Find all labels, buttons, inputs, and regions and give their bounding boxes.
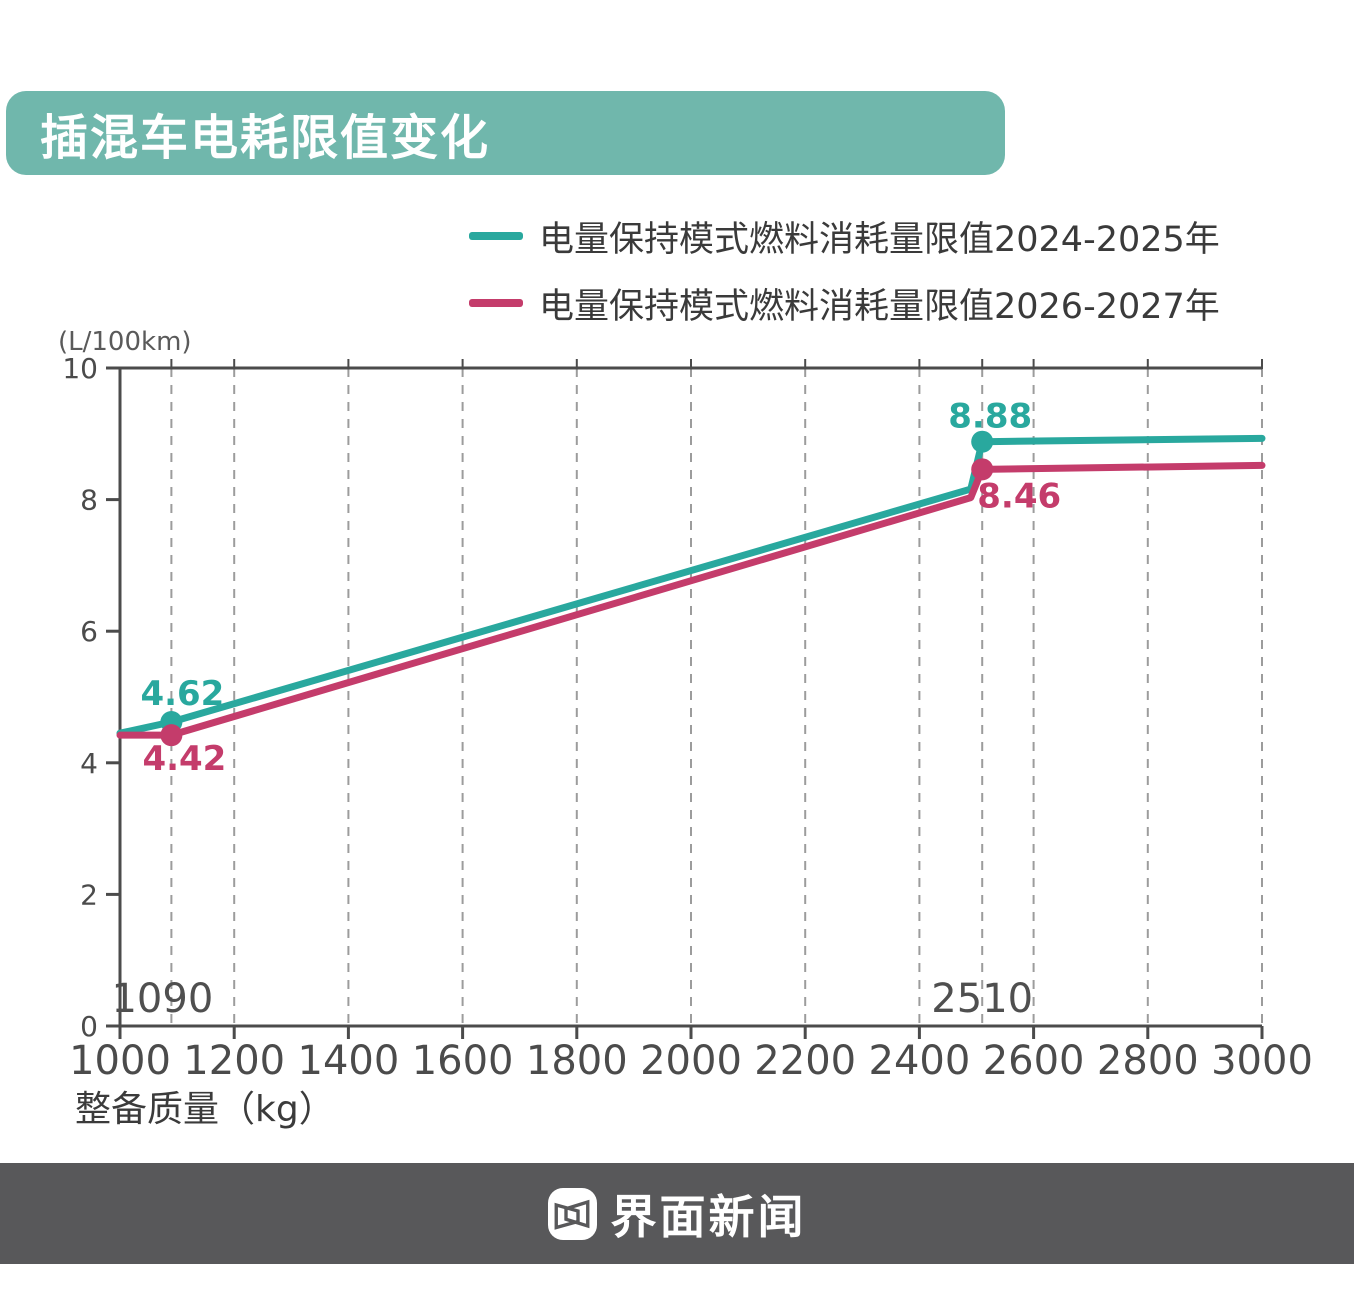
x-tick-label: 2800 bbox=[1097, 1038, 1199, 1084]
brand-name: 界面新闻 bbox=[610, 1189, 807, 1244]
x-tick-label: 2000 bbox=[640, 1038, 742, 1084]
x-tick-label: 1800 bbox=[526, 1038, 628, 1084]
legend-label-2026-2027: 电量保持模式燃料消耗量限值2026-2027年 bbox=[539, 286, 1220, 327]
legend-label-2024-2025: 电量保持模式燃料消耗量限值2024-2025年 bbox=[539, 219, 1220, 260]
data-point-marker-1 bbox=[971, 458, 994, 481]
x-axis-title: 整备质量（kg） bbox=[75, 1089, 335, 1130]
legend-swatch-2026-2027-icon bbox=[469, 299, 523, 307]
x-tick-label: 2400 bbox=[869, 1038, 971, 1084]
x-tick-label: 2200 bbox=[754, 1038, 856, 1084]
data-label: 8.88 bbox=[948, 397, 1032, 437]
x-tick-label: 2600 bbox=[983, 1038, 1085, 1084]
data-point-marker-0 bbox=[971, 430, 994, 453]
y-tick-label: 10 bbox=[62, 352, 98, 385]
x-tick-label: 3000 bbox=[1211, 1038, 1313, 1084]
y-tick-label: 2 bbox=[80, 878, 98, 911]
title-banner: 插混车电耗限值变化 bbox=[6, 91, 1005, 175]
data-label: 8.46 bbox=[977, 476, 1061, 516]
y-tick-label: 0 bbox=[80, 1010, 98, 1043]
legend-swatch-2024-2025-icon bbox=[469, 232, 523, 240]
footer-bar: 界面新闻 bbox=[0, 1163, 1354, 1264]
y-axis-unit-label: (L/100km) bbox=[58, 327, 192, 357]
legend-item-2024-2025: 电量保持模式燃料消耗量限值2024-2025年 bbox=[469, 212, 1220, 260]
series-line-0 bbox=[116, 434, 1266, 737]
data-label: 4.62 bbox=[140, 674, 224, 714]
x-tick-label: 1600 bbox=[412, 1038, 514, 1084]
y-tick-label: 8 bbox=[80, 484, 98, 517]
x-tick-label: 1400 bbox=[298, 1038, 400, 1084]
data-label: 4.42 bbox=[142, 739, 226, 779]
threshold-label: 1090 bbox=[111, 976, 213, 1022]
y-tick-label: 4 bbox=[80, 747, 98, 780]
y-tick-label: 6 bbox=[80, 615, 98, 648]
legend-item-2026-2027: 电量保持模式燃料消耗量限值2026-2027年 bbox=[469, 279, 1220, 327]
threshold-label: 2510 bbox=[931, 976, 1033, 1022]
data-point-marker-1 bbox=[160, 724, 183, 747]
page-title: 插混车电耗限值变化 bbox=[40, 110, 491, 166]
series-line-1 bbox=[116, 461, 1266, 739]
x-tick-label: 1200 bbox=[183, 1038, 285, 1084]
legend: 电量保持模式燃料消耗量限值2024-2025年 电量保持模式燃料消耗量限值202… bbox=[469, 212, 1220, 346]
jiemian-logo-icon bbox=[547, 1187, 597, 1240]
x-tick-label: 1000 bbox=[69, 1038, 171, 1084]
